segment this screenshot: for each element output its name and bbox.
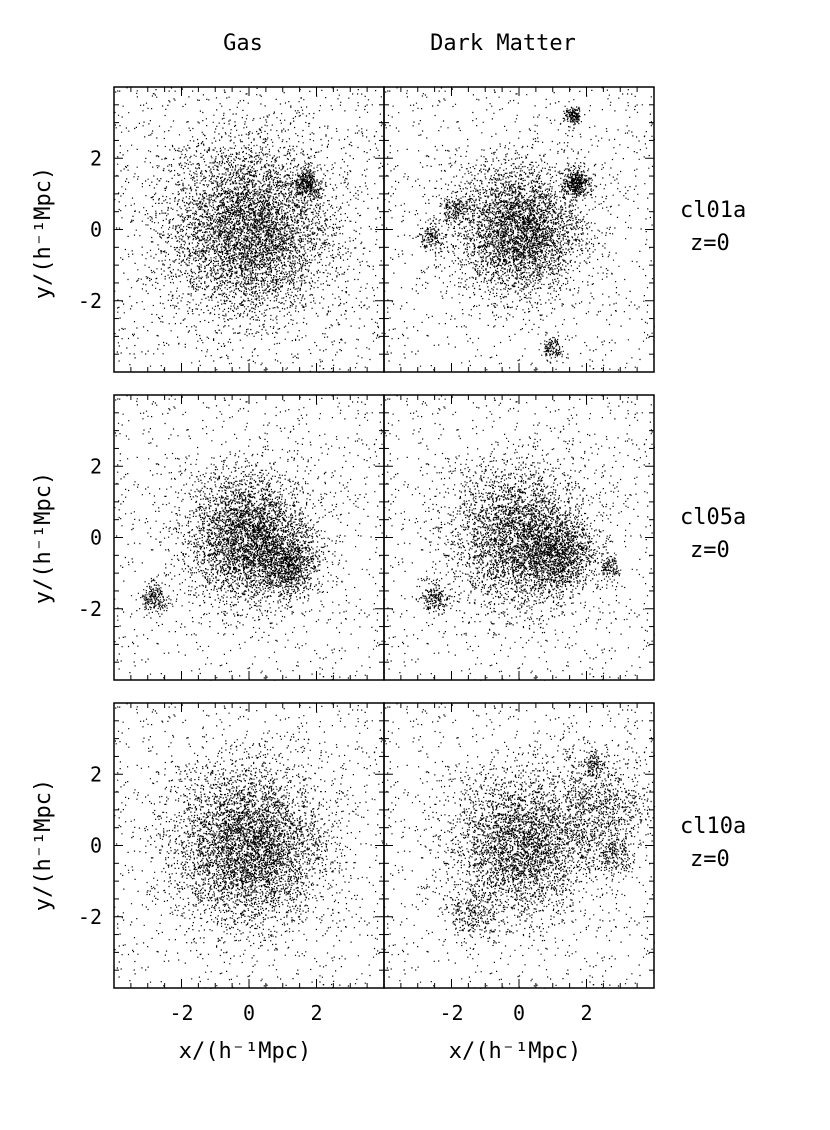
x-axis-label-dark-matter: x/(h⁻¹Mpc) [449, 1039, 581, 1064]
x-axis-label-gas: x/(h⁻¹Mpc) [179, 1039, 311, 1064]
y-tick-label: 2 [90, 762, 102, 786]
x-tick-label: 0 [243, 1001, 255, 1025]
particle-points [114, 395, 385, 681]
particle-points [114, 87, 385, 373]
y-axis-label-row-2: y/(h⁻¹Mpc) [31, 472, 56, 604]
panel-cl01a-dark-matter [383, 86, 655, 373]
panel-cl10a-gas: 2 0 -2 -2 0 2 [78, 702, 385, 1025]
x-tick-label: 2 [310, 1001, 322, 1025]
y-tick-label: -2 [78, 597, 102, 621]
y-axis-label-row-1: y/(h⁻¹Mpc) [31, 167, 56, 299]
row-z-cl01a: z=0 [690, 231, 730, 256]
panel-cl05a-gas: 2 0 -2 [78, 394, 385, 681]
panel-cl10a-dark-matter: -2 0 2 [383, 702, 656, 1025]
scatter-panels: 2 0 -2 2 0 -2 2 0 -2 -2 0 2 -2 0 2 [78, 86, 656, 1025]
y-tick-label: -2 [78, 905, 102, 929]
panel-cl01a-gas: 2 0 -2 [78, 86, 385, 373]
row-z-cl10a: z=0 [690, 847, 730, 872]
x-tick-label: -2 [439, 1001, 463, 1025]
x-tick-label: -2 [169, 1001, 193, 1025]
y-tick-label: 0 [90, 218, 102, 242]
x-tick-label: 0 [513, 1001, 525, 1025]
row-label-cl05a: cl05a [680, 505, 746, 530]
x-tick-label: 2 [580, 1001, 592, 1025]
y-tick-label: 2 [90, 146, 102, 170]
row-z-cl05a: z=0 [690, 538, 730, 563]
particle-points [384, 395, 655, 681]
row-label-cl01a: cl01a [680, 198, 746, 223]
particle-points [114, 703, 385, 989]
y-axis-label-row-3: y/(h⁻¹Mpc) [31, 779, 56, 911]
column-title-dark-matter: Dark Matter [430, 31, 576, 56]
y-tick-label: 0 [90, 834, 102, 858]
particle-points [384, 87, 655, 373]
y-tick-label: -2 [78, 289, 102, 313]
row-label-cl10a: cl10a [680, 814, 746, 839]
y-tick-label: 0 [90, 526, 102, 550]
y-tick-label: 2 [90, 454, 102, 478]
particle-points [384, 703, 656, 989]
panel-cl05a-dark-matter [383, 394, 655, 681]
column-title-gas: Gas [223, 31, 263, 56]
